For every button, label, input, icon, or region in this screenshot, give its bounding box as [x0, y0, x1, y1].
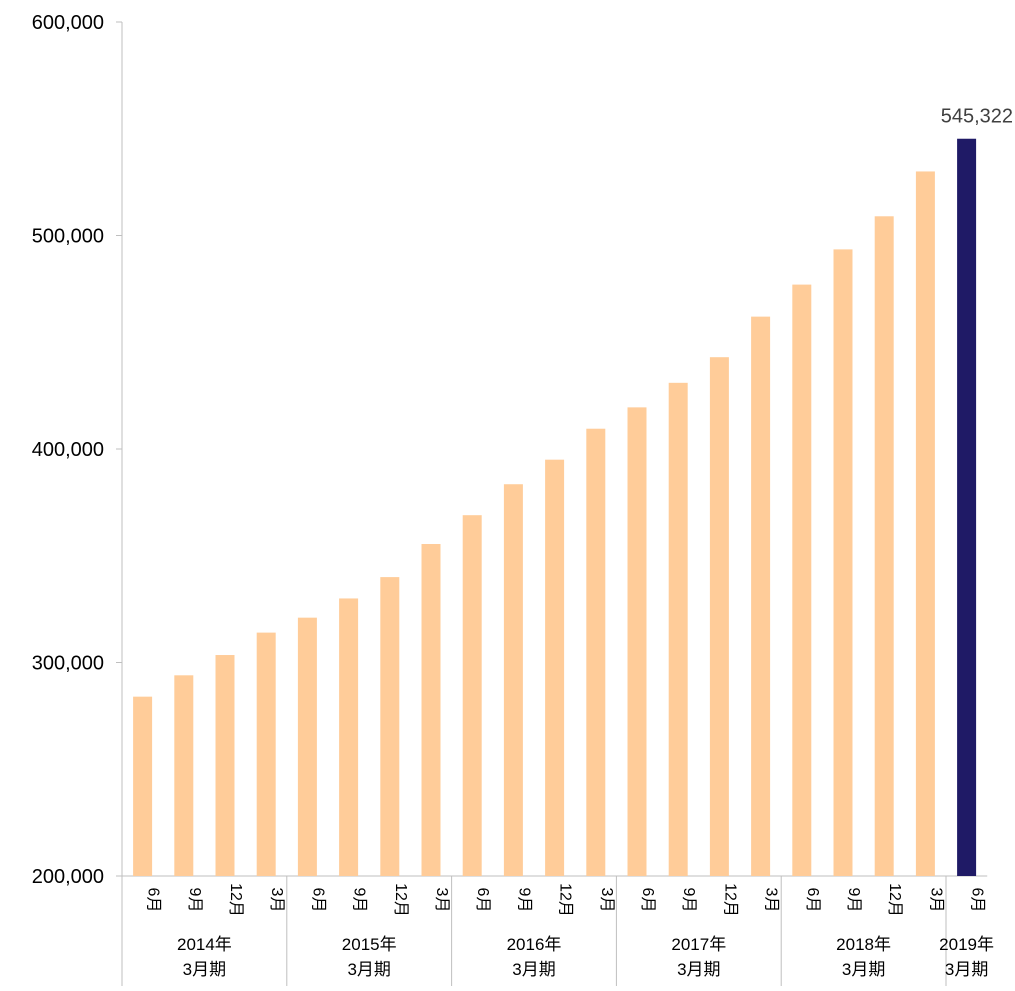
x-tick-label: 3月: [927, 888, 944, 913]
bar: [709, 357, 729, 876]
group-period-label: 3月期: [512, 960, 555, 979]
group-year-label: 2018年: [836, 935, 891, 954]
bar: [297, 617, 317, 876]
group-period-label: 3月期: [183, 960, 226, 979]
bar: [833, 249, 853, 876]
bar: [586, 428, 606, 876]
y-tick-label: 600,000: [32, 12, 104, 34]
bar: [503, 484, 523, 876]
data-label: 545,322: [941, 106, 1013, 128]
group-year-label: 2014年: [177, 935, 232, 954]
bar: [215, 655, 235, 876]
x-tick-label: 6月: [639, 888, 656, 913]
bar: [874, 216, 894, 876]
bar: [545, 459, 565, 876]
x-tick-label: 6月: [474, 888, 491, 913]
group-year-label: 2016年: [507, 935, 562, 954]
x-tick-label: 12月: [886, 883, 903, 917]
bar: [421, 544, 441, 876]
bar: [339, 598, 359, 876]
group-period-label: 3月期: [347, 960, 390, 979]
x-tick-label: 3月: [433, 888, 450, 913]
x-tick-label: 9月: [186, 888, 203, 913]
group-period-label: 3月期: [677, 960, 720, 979]
group-period-label: 3月期: [842, 960, 885, 979]
x-tick-label: 12月: [227, 883, 244, 917]
group-period-label: 3月期: [945, 960, 988, 979]
bar: [256, 632, 276, 876]
bar: [174, 675, 194, 876]
x-tick-label: 9月: [845, 888, 862, 913]
group-year-label: 2017年: [671, 935, 726, 954]
group-year-label: 2019年: [939, 935, 994, 954]
x-tick-label: 6月: [309, 888, 326, 913]
y-tick-label: 400,000: [32, 439, 104, 461]
x-tick-label: 9月: [680, 888, 697, 913]
x-tick-label: 3月: [763, 888, 780, 913]
x-tick-label: 3月: [268, 888, 285, 913]
bar: [915, 171, 935, 876]
y-tick-label: 300,000: [32, 653, 104, 675]
x-tick-label: 9月: [515, 888, 532, 913]
bar: [133, 696, 153, 876]
bar: [627, 407, 647, 876]
x-tick-label: 6月: [969, 888, 986, 913]
bar-highlight: [957, 138, 977, 876]
bar: [751, 316, 771, 876]
y-tick-label: 500,000: [32, 226, 104, 248]
y-tick-label: 200,000: [32, 866, 104, 888]
group-year-label: 2015年: [342, 935, 397, 954]
x-tick-label: 12月: [557, 883, 574, 917]
x-tick-label: 6月: [145, 888, 162, 913]
bar: [668, 382, 688, 876]
x-tick-label: 9月: [351, 888, 368, 913]
bar: [792, 284, 812, 877]
bar: [380, 577, 400, 876]
x-tick-label: 6月: [804, 888, 821, 913]
x-tick-label: 12月: [721, 883, 738, 917]
x-tick-label: 3月: [598, 888, 615, 913]
bar: [462, 515, 482, 876]
x-tick-label: 12月: [392, 883, 409, 917]
